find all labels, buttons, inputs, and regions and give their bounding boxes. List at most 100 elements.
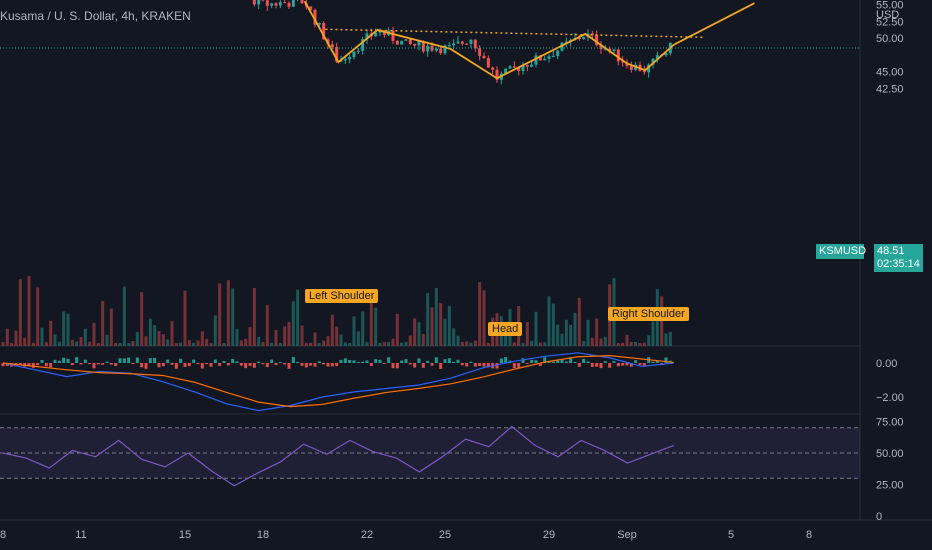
macd-histogram-bar: [387, 357, 391, 363]
volume-bar: [70, 339, 74, 346]
macd-histogram-bar: [196, 363, 200, 365]
volume-bar: [426, 293, 430, 346]
macd-histogram-bar: [287, 363, 291, 369]
volume-bar: [326, 336, 330, 346]
candle-body: [525, 65, 529, 67]
volume-bar: [577, 298, 581, 346]
volume-bar: [417, 322, 421, 346]
macd-histogram-bar: [75, 357, 79, 363]
macd-histogram-bar: [538, 363, 542, 366]
volume-bar: [79, 336, 83, 346]
macd-histogram-bar: [421, 363, 425, 368]
macd-histogram-bar: [170, 363, 174, 365]
volume-bar: [218, 283, 222, 346]
y-tick-label: 42.50: [876, 83, 904, 95]
chart-title: Kusama / U. S. Dollar, 4h, KRAKEN: [0, 9, 191, 23]
candle-body: [551, 56, 555, 58]
volume-bar: [296, 289, 300, 346]
volume-bar: [40, 327, 44, 346]
volume-bar: [586, 319, 590, 346]
macd-histogram-bar: [213, 359, 217, 363]
volume-bar: [153, 325, 157, 346]
macd-histogram-bar: [304, 363, 308, 368]
x-tick-label: 22: [361, 529, 373, 541]
volume-bar: [5, 328, 9, 346]
volume-bar: [239, 340, 243, 346]
candle-body: [300, 0, 304, 4]
macd-histogram-bar: [291, 357, 295, 363]
volume-bar: [668, 331, 672, 346]
macd-histogram-bar: [244, 363, 248, 369]
macd-histogram-bar: [265, 363, 269, 368]
volume-bar: [582, 341, 586, 346]
rsi-tick-label: 75.00: [876, 416, 904, 428]
macd-histogram-bar: [105, 361, 109, 363]
macd-histogram-bar: [309, 363, 313, 366]
volume-bar: [616, 342, 620, 346]
candle-body: [283, 2, 287, 4]
volume-bar: [18, 279, 22, 346]
macd-histogram-bar: [83, 359, 87, 363]
macd-histogram-bar: [57, 360, 61, 363]
candle-body: [452, 43, 456, 46]
macd-histogram-bar: [564, 361, 568, 363]
macd-histogram-bar: [534, 360, 538, 363]
symbol-tag: KSMUSD: [816, 244, 866, 259]
candle-body: [582, 37, 586, 40]
volume-bar: [642, 342, 646, 346]
macd-histogram-bar: [551, 361, 555, 363]
macd-histogram-bar: [616, 363, 620, 367]
candle-body: [447, 45, 451, 47]
candle-body: [612, 49, 616, 52]
last-price: 48.51: [877, 245, 905, 257]
volume-bar: [430, 307, 434, 346]
volume-bar: [157, 331, 161, 346]
macd-histogram-bar: [460, 363, 464, 366]
macd-histogram-bar: [391, 363, 395, 369]
macd-histogram-bar: [482, 363, 486, 367]
macd-histogram-bar: [621, 363, 625, 366]
macd-histogram-bar: [504, 357, 508, 363]
macd-histogram-bar: [131, 363, 135, 365]
volume-bar: [83, 328, 87, 346]
volume-bar: [309, 342, 313, 346]
macd-tick-label: −2.00: [876, 392, 904, 404]
candle-body: [365, 33, 369, 40]
macd-histogram-bar: [352, 360, 356, 363]
candle-body: [655, 55, 659, 59]
macd-histogram-bar: [638, 363, 642, 366]
volume-bar: [543, 342, 547, 346]
macd-histogram-bar: [36, 363, 40, 366]
volume-bar: [300, 325, 304, 346]
candle-body: [460, 41, 464, 44]
volume-bar: [231, 288, 235, 346]
macd-histogram-bar: [608, 363, 612, 368]
volume-bar: [460, 341, 464, 346]
macd-histogram-bar: [525, 363, 529, 365]
bar-countdown: 02:35:14: [877, 258, 920, 270]
macd-histogram-bar: [252, 363, 256, 368]
volume-bar: [226, 280, 230, 346]
x-tick-label: 5: [728, 529, 734, 541]
volume-bar: [348, 342, 352, 346]
macd-histogram-bar: [166, 359, 170, 363]
volume-bar: [560, 333, 564, 346]
volume-bar: [187, 340, 191, 346]
macd-histogram-bar: [239, 363, 243, 366]
macd-histogram-bar: [430, 363, 434, 366]
volume-bar: [270, 342, 274, 346]
macd-histogram-bar: [62, 357, 66, 363]
candle-body: [439, 48, 443, 54]
candle-body: [391, 30, 395, 41]
volume-bar: [664, 333, 668, 346]
head-shoulders-pattern: [303, 0, 755, 80]
macd-histogram-bar: [339, 359, 343, 363]
macd-histogram-bar: [157, 363, 161, 368]
volume-bar: [556, 324, 560, 346]
candle-body: [287, 2, 291, 7]
x-tick-label: 25: [439, 529, 451, 541]
volume-bar: [530, 340, 534, 346]
macd-histogram-bar: [122, 358, 126, 363]
volume-bar: [469, 342, 473, 346]
